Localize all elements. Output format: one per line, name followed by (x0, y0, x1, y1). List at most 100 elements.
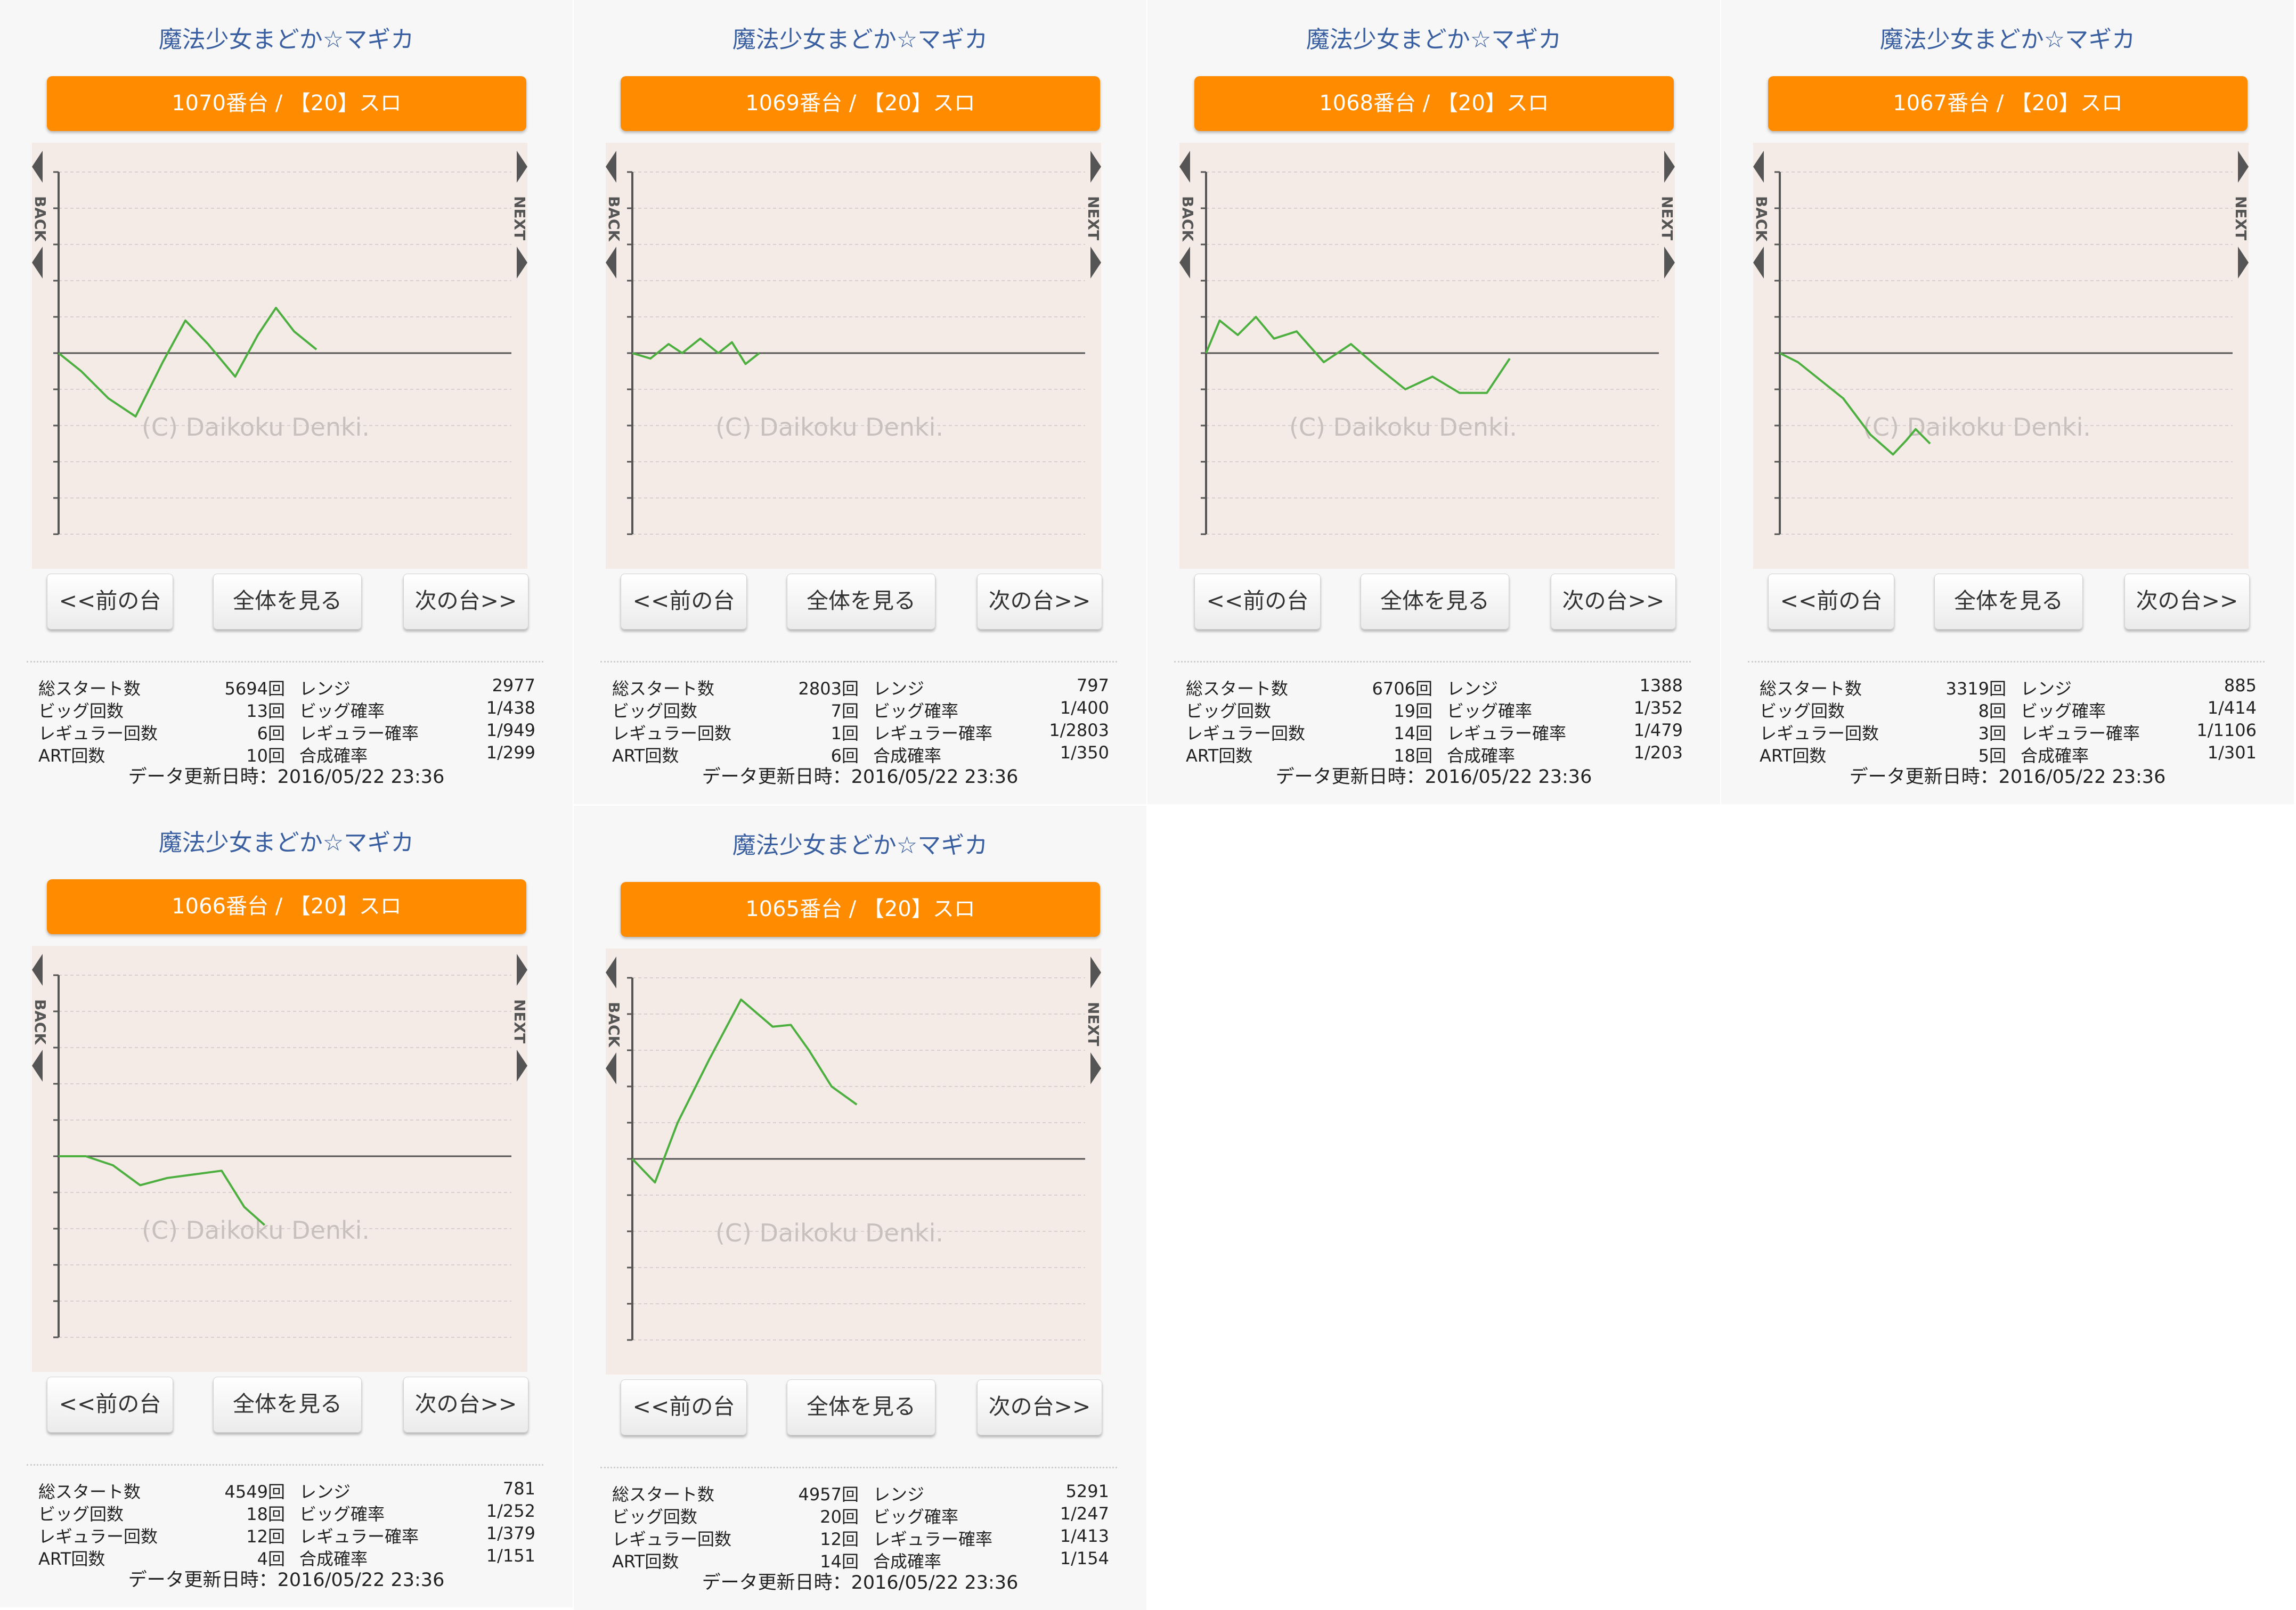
next-arrow-down-icon[interactable] (1664, 247, 1675, 279)
stat-value: 3319回 (1945, 679, 2006, 699)
slump-graph-svg: BACK NEXT (C) Daikoku Denki. (31, 946, 528, 1372)
graph-background (606, 949, 1101, 1375)
slump-graph-svg: BACK NEXT (C) Daikoku Denki. (1753, 143, 2250, 569)
next-label[interactable]: NEXT (1085, 1002, 1102, 1046)
stat-label: レギュラー回数 (1186, 723, 1306, 743)
back-arrow-down-icon[interactable] (606, 247, 616, 279)
next-machine-button[interactable]: 次の台>> (1551, 574, 1676, 630)
stat-value: 1/413 (1060, 1526, 1109, 1546)
graph-background (1179, 143, 1675, 569)
watermark: (C) Daikoku Denki. (715, 413, 943, 442)
machine-header-bar: 1067番台 / 【20】スロ (1768, 76, 2248, 131)
back-arrow-up-icon[interactable] (32, 151, 43, 183)
stat-label: レギュラー回数 (1760, 723, 1879, 743)
prev-machine-button[interactable]: <<前の台 (47, 1377, 173, 1433)
stat-label: レギュラー確率 (299, 1526, 419, 1547)
back-label[interactable]: BACK (31, 999, 49, 1045)
machine-header-bar: 1068番台 / 【20】スロ (1194, 76, 1674, 131)
next-arrow-down-icon[interactable] (1090, 1052, 1101, 1084)
stat-label: レギュラー確率 (2021, 723, 2140, 743)
prev-machine-button[interactable]: <<前の台 (1194, 574, 1321, 630)
next-arrow-up-icon[interactable] (517, 151, 527, 183)
next-arrow-down-icon[interactable] (1090, 247, 1101, 279)
stat-label: ART回数 (1760, 746, 1827, 766)
next-machine-button[interactable]: 次の台>> (2124, 574, 2250, 630)
stat-value: 19回 (1394, 701, 1432, 721)
back-arrow-down-icon[interactable] (32, 247, 43, 279)
back-arrow-down-icon[interactable] (1753, 247, 1764, 279)
watermark: (C) Daikoku Denki. (142, 1216, 370, 1245)
stat-label: レギュラー回数 (612, 723, 732, 743)
divider (1748, 661, 2265, 663)
view-all-button[interactable]: 全体を見る (1361, 574, 1509, 630)
slump-series-line (58, 307, 317, 418)
stat-value: 1/350 (1060, 742, 1109, 763)
stat-label: 総スタート数 (612, 679, 715, 699)
prev-machine-button[interactable]: <<前の台 (47, 574, 173, 630)
slump-graph-svg: BACK NEXT (C) Daikoku Denki. (31, 143, 528, 569)
stat-label: ビッグ確率 (299, 1504, 385, 1524)
view-all-button[interactable]: 全体を見る (787, 574, 935, 630)
prev-machine-button[interactable]: <<前の台 (621, 574, 747, 630)
back-label[interactable]: BACK (605, 196, 623, 242)
stat-label: レンジ (873, 1484, 925, 1505)
back-arrow-down-icon[interactable] (32, 1050, 43, 1082)
stat-label: ビッグ確率 (1447, 701, 1533, 721)
update-timestamp: データ更新日時：2016/05/22 23:36 (702, 766, 1019, 788)
stat-value: 5291 (1065, 1481, 1109, 1501)
stat-label: レンジ (2021, 679, 2072, 699)
view-all-button[interactable]: 全体を見る (787, 1379, 935, 1435)
view-all-button[interactable]: 全体を見る (213, 1377, 362, 1433)
next-label[interactable]: NEXT (511, 196, 528, 240)
next-label[interactable]: NEXT (511, 999, 528, 1043)
back-arrow-down-icon[interactable] (606, 1052, 616, 1084)
back-arrow-up-icon[interactable] (1179, 151, 1190, 183)
next-machine-button[interactable]: 次の台>> (977, 574, 1102, 630)
next-arrow-up-icon[interactable] (2238, 151, 2249, 183)
prev-machine-button[interactable]: <<前の台 (1768, 574, 1894, 630)
back-label[interactable]: BACK (1179, 196, 1196, 242)
watermark: (C) Daikoku Denki. (1289, 413, 1517, 442)
update-timestamp: データ更新日時：2016/05/22 23:36 (1849, 766, 2166, 788)
stat-value: 1/252 (486, 1501, 535, 1521)
next-arrow-up-icon[interactable] (517, 954, 527, 986)
next-machine-button[interactable]: 次の台>> (403, 1377, 528, 1433)
next-label[interactable]: NEXT (1658, 196, 1676, 240)
machine-panel: 魔法少女まどか☆マギカ 1067番台 / 【20】スロ BACK NEXT (C) Da… (1721, 0, 2294, 804)
stat-value: 1/203 (1633, 742, 1683, 763)
prev-machine-button[interactable]: <<前の台 (621, 1379, 747, 1435)
back-arrow-down-icon[interactable] (1179, 247, 1190, 279)
back-arrow-up-icon[interactable] (1753, 151, 1764, 183)
stat-value: 14回 (820, 1551, 859, 1572)
stat-value: 1/414 (2207, 698, 2257, 718)
divider (600, 661, 1117, 663)
stat-label: ビッグ回数 (38, 1504, 124, 1524)
stat-value: 1/151 (486, 1546, 535, 1566)
next-label[interactable]: NEXT (2232, 196, 2250, 240)
back-label[interactable]: BACK (31, 196, 49, 242)
next-arrow-down-icon[interactable] (517, 1050, 527, 1082)
next-machine-button[interactable]: 次の台>> (977, 1379, 1102, 1435)
machine-panel: 魔法少女まどか☆マギカ 1065番台 / 【20】スロ BACK NEXT (C) Da… (574, 806, 1146, 1610)
view-all-button[interactable]: 全体を見る (1934, 574, 2083, 630)
back-arrow-up-icon[interactable] (32, 954, 43, 986)
back-arrow-up-icon[interactable] (606, 957, 616, 988)
machine-header-bar: 1070番台 / 【20】スロ (47, 76, 526, 131)
slump-series-line (59, 1155, 266, 1226)
back-label[interactable]: BACK (605, 1002, 623, 1048)
next-machine-button[interactable]: 次の台>> (403, 574, 528, 630)
next-arrow-up-icon[interactable] (1090, 957, 1101, 988)
stat-value: 1/301 (2207, 742, 2257, 763)
next-arrow-up-icon[interactable] (1664, 151, 1675, 183)
next-arrow-up-icon[interactable] (1090, 151, 1101, 183)
view-all-button[interactable]: 全体を見る (213, 574, 362, 630)
back-arrow-up-icon[interactable] (606, 151, 616, 183)
slump-graph-svg: BACK NEXT (C) Daikoku Denki. (1179, 143, 1676, 569)
stat-label: 合成確率 (299, 746, 368, 766)
back-label[interactable]: BACK (1753, 196, 1770, 242)
next-arrow-down-icon[interactable] (517, 247, 527, 279)
stat-value: 1/352 (1633, 698, 1683, 718)
next-label[interactable]: NEXT (1085, 196, 1102, 240)
next-arrow-down-icon[interactable] (2238, 247, 2249, 279)
machine-panel-body: 魔法少女まどか☆マギカ 1065番台 / 【20】スロ BACK NEXT (C) Da… (574, 806, 1146, 1610)
